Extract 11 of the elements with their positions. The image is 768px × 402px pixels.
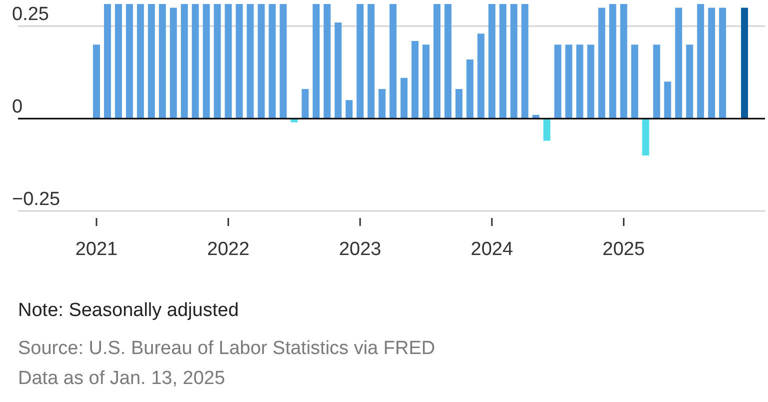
x-tick-label: 2024 — [470, 239, 514, 260]
source-note: Source: U.S. Bureau of Labor Statistics via FRED — [18, 338, 436, 360]
text: Note: Seasonally adjusted — [18, 300, 239, 322]
y-tick-label: 0.25 — [12, 4, 49, 26]
text: Data as of Jan. 13, 2025 — [18, 368, 226, 390]
x-tick-label: 2021 — [75, 239, 118, 260]
x-tick-label: 2022 — [207, 239, 250, 260]
x-tick-label: 2023 — [338, 239, 382, 260]
x-tick-label: 2025 — [602, 239, 645, 260]
y-tick-label: −0.25 — [12, 189, 60, 210]
y-tick-label: 0 — [12, 96, 23, 118]
